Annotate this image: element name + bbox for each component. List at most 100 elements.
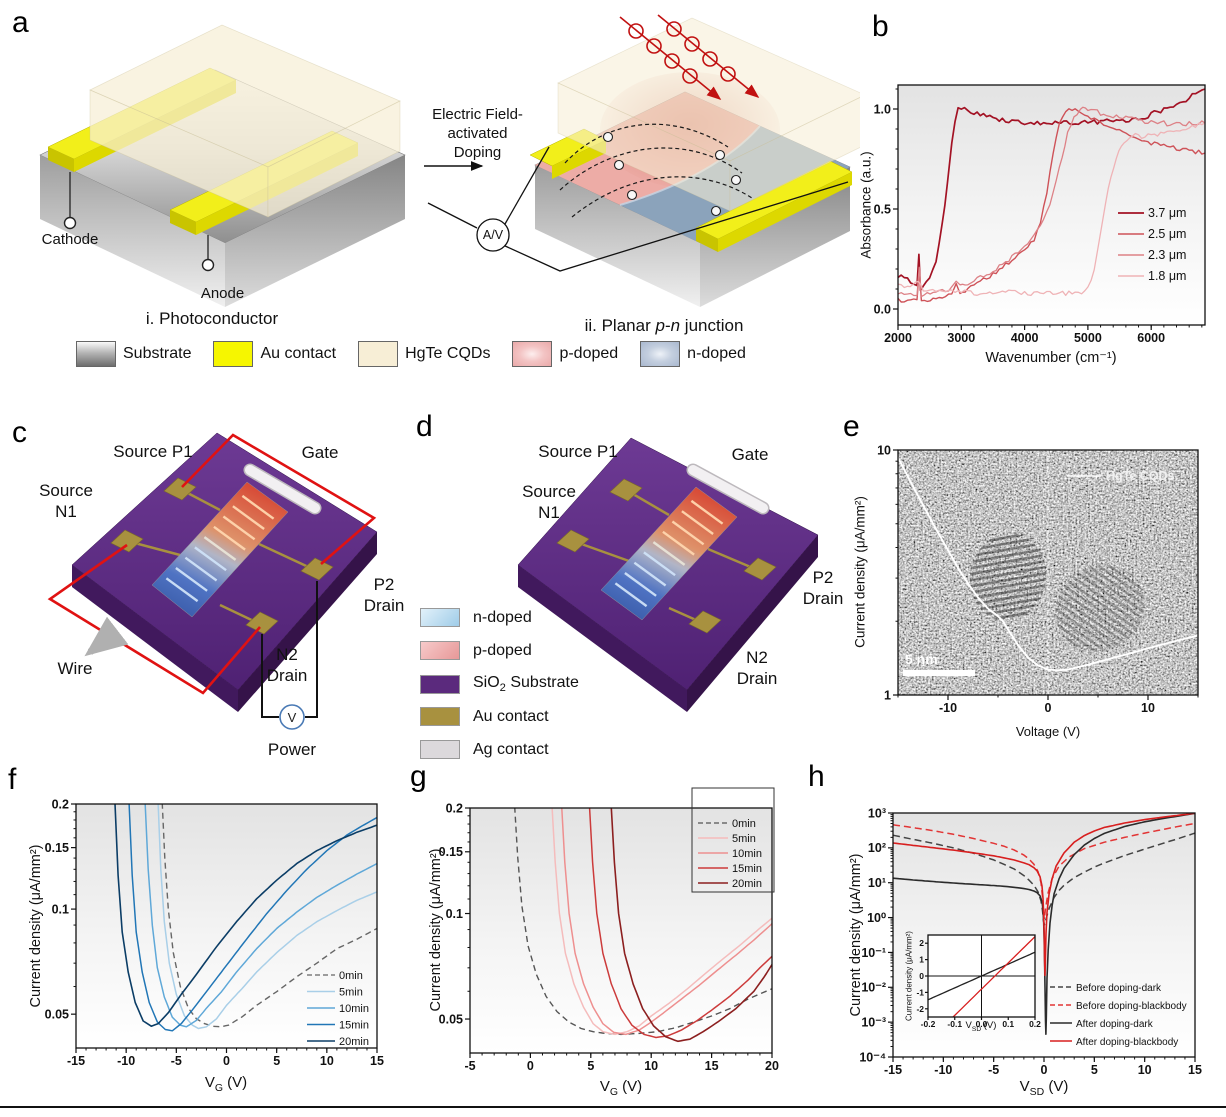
svg-text:0min: 0min (339, 970, 363, 982)
svg-text:0: 0 (1045, 701, 1052, 715)
svg-text:2.3 μm: 2.3 μm (1148, 248, 1186, 262)
svg-text:1.8 μm: 1.8 μm (1148, 269, 1186, 283)
svg-text:15: 15 (705, 1059, 719, 1073)
h-y-axis-title: Current density (μA/mm²) (848, 853, 864, 1017)
svg-text:15min: 15min (339, 1020, 369, 1032)
anode-terminal (201, 258, 215, 272)
pad-n2-drain (688, 610, 722, 634)
svg-text:10⁰: 10⁰ (867, 911, 887, 925)
n-doped-swatch (640, 341, 681, 367)
h-x-axis-title: VSD (V) (1019, 1078, 1069, 1098)
light-wave-icon (619, 14, 760, 101)
au-pads (110, 477, 334, 635)
meter-label: A/V (483, 228, 504, 242)
panel-label-c: c (12, 416, 27, 449)
wire-arrow-icon (84, 616, 129, 657)
svg-text:0: 0 (1041, 1063, 1048, 1077)
panel-label-e: e (843, 410, 860, 443)
c-gate-label: Gate (301, 443, 339, 462)
hgte-cqds-annotation: HgTe CQDs (1106, 469, 1175, 483)
svg-text:0: 0 (527, 1059, 534, 1073)
field-lines (559, 123, 753, 218)
svg-text:5min: 5min (732, 833, 756, 845)
svg-text:Before doping-dark: Before doping-dark (1076, 983, 1162, 994)
b-y-axis-title: Absorbance (a.u.) (858, 151, 874, 259)
anode-label: Anode (200, 285, 245, 302)
legend-item: n-doped (420, 608, 532, 627)
svg-text:2.5 μm: 2.5 μm (1148, 227, 1186, 241)
ag-contact-swatch (420, 740, 460, 759)
legend-item: Au contact (420, 707, 549, 726)
legend-item: Au contact (213, 341, 336, 367)
ag-gate-bar (245, 465, 320, 513)
svg-text:-0.2: -0.2 (921, 1019, 936, 1029)
d-p2-drain-label: P2 Drain (802, 568, 844, 609)
d-source-p1-label: Source P1 (538, 442, 618, 461)
au-contact-swatch (420, 707, 460, 726)
svg-text:10²: 10² (868, 841, 886, 855)
svg-text:10⁻³: 10⁻³ (861, 1016, 886, 1030)
svg-text:2: 2 (919, 938, 924, 948)
sio2-plate-left-face (72, 565, 238, 712)
c-wire-label: Wire (57, 659, 93, 678)
svg-text:0.0: 0.0 (874, 302, 891, 316)
ammeter-voltmeter-icon (476, 218, 510, 252)
c-source-n1-label: Source N1 (39, 481, 93, 522)
g-x-axis-title: VG (V) (599, 1078, 643, 1098)
svg-text:Before doping-blackbody: Before doping-blackbody (1076, 1001, 1187, 1012)
svg-text:6000: 6000 (1137, 331, 1165, 345)
svg-text:0.1: 0.1 (1002, 1019, 1014, 1029)
panel-d-schematic (517, 437, 819, 712)
svg-text:5min: 5min (339, 987, 363, 999)
bottom-rule (0, 1106, 1226, 1108)
lattice-fringe-patch (1055, 564, 1145, 652)
d-n2-drain-label: N2 Drain (736, 648, 778, 689)
panel-label-d: d (416, 410, 433, 443)
svg-text:0.15: 0.15 (45, 841, 69, 855)
svg-text:-10: -10 (117, 1054, 135, 1068)
c-source-p1-label: Source P1 (113, 442, 193, 461)
legend-item: p-doped (420, 641, 532, 660)
sio2-plate-right-face (687, 535, 818, 712)
svg-text:-5: -5 (464, 1059, 475, 1073)
svg-text:20min: 20min (732, 878, 762, 890)
pad-source-p1 (163, 477, 197, 501)
legend-label: SiO2 Substrate (473, 674, 579, 695)
c-p2-drain-label: P2 Drain (363, 575, 405, 616)
pad-source-n1 (556, 529, 590, 553)
svg-text:-1: -1 (916, 987, 924, 997)
svg-text:0.2: 0.2 (52, 797, 69, 811)
svg-text:10¹: 10¹ (868, 876, 886, 890)
c-n2-drain-label: N2 Drain (266, 645, 308, 686)
h-inset-y-axis-title: Current density (μA/mm²) (904, 931, 914, 1021)
svg-text:0.1: 0.1 (52, 902, 69, 916)
svg-text:0: 0 (223, 1054, 230, 1068)
svg-text:5000: 5000 (1074, 331, 1102, 345)
chart-transfer-n: -15 -10 -5 0 5 10 15 0.05 0.1 0.15 0.2 0min 5min 10mi… (45, 797, 384, 1068)
legend-item: n-doped (640, 341, 746, 367)
legend-label: n-doped (473, 608, 532, 626)
legend-label: Au contact (473, 707, 549, 725)
legend-item: SiO2 Substrate (420, 674, 579, 694)
svg-text:10: 10 (1141, 701, 1155, 715)
svg-text:10min: 10min (732, 848, 762, 860)
panel-c-schematic: V (47, 432, 378, 730)
svg-text:After doping-dark: After doping-dark (1076, 1019, 1154, 1030)
h-inset-x-axis-title: VSD (V) (965, 1020, 997, 1033)
pad-p2-drain (300, 557, 334, 581)
svg-text:20: 20 (765, 1059, 779, 1073)
panel-a-schematic: A/V (39, 14, 860, 307)
svg-text:After doping-blackbody: After doping-blackbody (1076, 1037, 1178, 1048)
svg-text:10: 10 (877, 443, 891, 457)
svg-text:15: 15 (370, 1054, 384, 1068)
svg-text:0.2: 0.2 (446, 801, 463, 815)
svg-text:0min: 0min (732, 818, 756, 830)
substrate-right-face (225, 155, 405, 307)
svg-text:10min: 10min (339, 1003, 369, 1015)
svg-text:0.5: 0.5 (874, 202, 891, 216)
g-y-axis-title: Current density (μA/mm²) (428, 848, 444, 1012)
scale-bar-label: 5 nm (905, 651, 938, 667)
tem-image-chart: HgTe CQDs 5 nm -10 0 10 10 1 (877, 443, 1199, 715)
scale-bar (903, 670, 975, 676)
svg-text:-5: -5 (171, 1054, 182, 1068)
